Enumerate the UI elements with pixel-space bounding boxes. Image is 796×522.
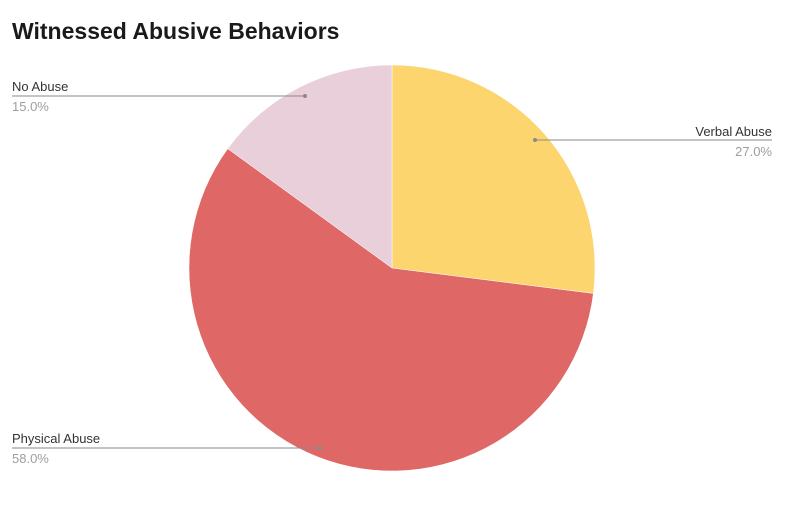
slice-percent-physical-abuse: 58.0% xyxy=(12,451,49,466)
pie-slices xyxy=(188,64,596,472)
label-no-abuse: No Abuse 15.0% xyxy=(12,79,307,114)
chart-title: Witnessed Abusive Behaviors xyxy=(12,18,340,44)
pie-slice-physical-abuse xyxy=(188,148,594,472)
label-verbal-abuse: Verbal Abuse 27.0% xyxy=(533,124,772,159)
pie-slice-no-abuse xyxy=(227,64,393,269)
label-physical-abuse: Physical Abuse 58.0% xyxy=(12,431,322,466)
slice-label-no-abuse: No Abuse xyxy=(12,79,68,94)
leader-dot-physical-abuse xyxy=(318,446,322,450)
leader-dot-verbal-abuse xyxy=(533,138,537,142)
slice-percent-verbal-abuse: 27.0% xyxy=(735,144,772,159)
pie-slice-verbal-abuse xyxy=(391,64,596,294)
slice-percent-no-abuse: 15.0% xyxy=(12,99,49,114)
leader-dot-no-abuse xyxy=(303,94,307,98)
slice-label-physical-abuse: Physical Abuse xyxy=(12,431,100,446)
slice-label-verbal-abuse: Verbal Abuse xyxy=(695,124,772,139)
